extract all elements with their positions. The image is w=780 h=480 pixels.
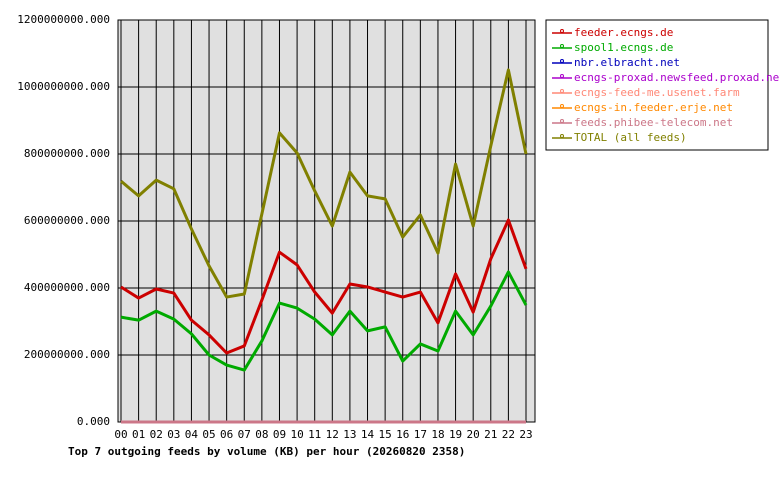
- x-tick-label: 17: [414, 428, 427, 441]
- legend-marker: [560, 134, 564, 138]
- x-tick-label: 21: [484, 428, 497, 441]
- x-tick-label: 23: [519, 428, 532, 441]
- x-tick-label: 00: [114, 428, 127, 441]
- legend-label: ecngs-in.feeder.erje.net: [574, 101, 733, 114]
- y-tick-label: 1000000000.000: [17, 80, 110, 93]
- series-line: [120, 218, 528, 355]
- x-tick-label: 04: [185, 428, 199, 441]
- x-tick-label: 16: [396, 428, 409, 441]
- legend-marker: [560, 59, 564, 63]
- y-tick-label: 200000000.000: [24, 348, 110, 361]
- y-tick-label: 400000000.000: [24, 281, 110, 294]
- x-tick-label: 18: [431, 428, 444, 441]
- legend-label: spool1.ecngs.de: [574, 41, 673, 54]
- x-tick-label: 03: [167, 428, 180, 441]
- series-line: [120, 270, 528, 372]
- x-tick-label: 02: [150, 428, 163, 441]
- legend-marker: [560, 74, 564, 78]
- y-tick-label: 0.000: [77, 415, 110, 428]
- x-tick-label: 06: [220, 428, 233, 441]
- y-tick-label: 600000000.000: [24, 214, 110, 227]
- legend-marker: [560, 44, 564, 48]
- legend-label: ecngs-feed-me.usenet.farm: [574, 86, 740, 99]
- legend-marker: [560, 104, 564, 108]
- x-tick-label: 10: [290, 428, 303, 441]
- x-tick-label: 09: [273, 428, 286, 441]
- chart-title: Top 7 outgoing feeds by volume (KB) per …: [68, 445, 465, 458]
- legend: [545, 19, 769, 151]
- x-tick-label: 08: [255, 428, 268, 441]
- x-tick-label: 12: [326, 428, 339, 441]
- legend-label: feeds.phibee-telecom.net: [574, 116, 733, 129]
- legend-marker: [560, 119, 564, 123]
- legend-label: ecngs-proxad.newsfeed.proxad.net: [574, 71, 780, 84]
- x-tick-label: 11: [308, 428, 321, 441]
- x-tick-label: 19: [449, 428, 462, 441]
- x-tick-label: 22: [502, 428, 515, 441]
- legend-marker: [560, 89, 564, 93]
- legend-label: feeder.ecngs.de: [574, 26, 673, 39]
- x-tick-label: 13: [343, 428, 356, 441]
- x-tick-label: 20: [467, 428, 480, 441]
- x-tick-label: 15: [379, 428, 392, 441]
- y-tick-label: 800000000.000: [24, 147, 110, 160]
- x-tick-label: 14: [361, 428, 375, 441]
- series-line: [120, 68, 528, 299]
- x-tick-label: 07: [238, 428, 251, 441]
- legend-marker: [560, 29, 564, 33]
- legend-label: nbr.elbracht.net: [574, 56, 680, 69]
- x-tick-label: 05: [202, 428, 215, 441]
- x-tick-label: 01: [132, 428, 145, 441]
- legend-label: TOTAL (all feeds): [574, 131, 687, 144]
- y-tick-label: 1200000000.000: [17, 13, 110, 26]
